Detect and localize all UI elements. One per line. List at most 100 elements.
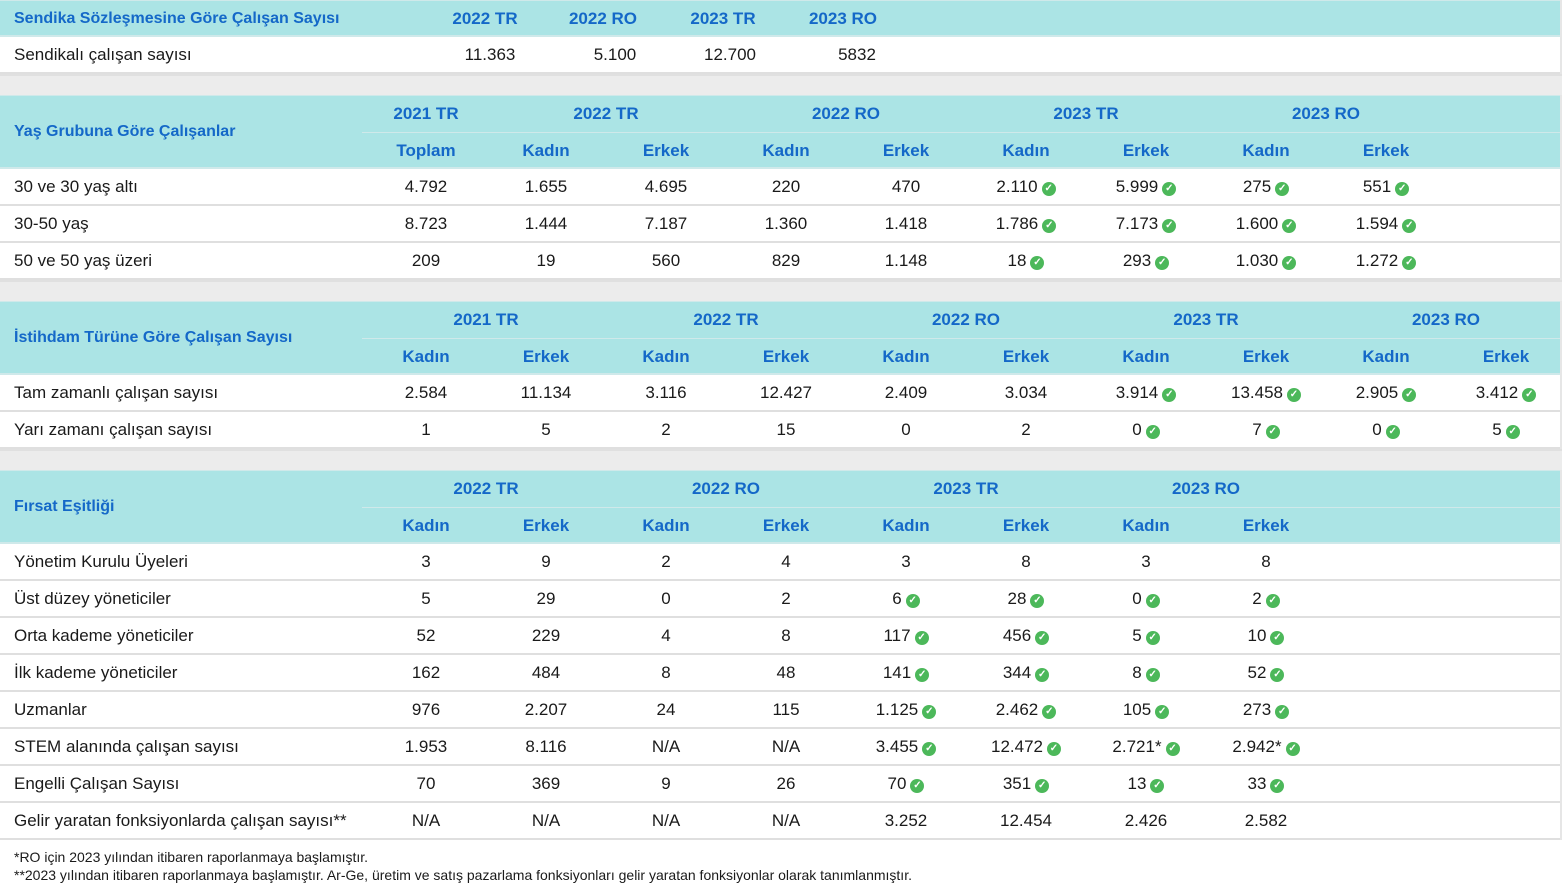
value-text: 1.600: [1235, 214, 1279, 233]
value-text: 4.792: [404, 177, 448, 196]
check-circle-icon: ✓: [1265, 425, 1280, 439]
value-text: 52: [1247, 663, 1267, 682]
check-circle-icon: ✓: [1145, 631, 1160, 645]
cell-value: 1.148: [846, 243, 966, 278]
cell-value: 7.173 ✓: [1086, 206, 1206, 241]
employment-title: İstihdam Türüne Göre Çalışan Sayısı: [14, 329, 293, 346]
union-title: Sendika Sözleşmesine Göre Çalışan Sayısı: [14, 10, 340, 27]
cell-value: 5 ✓: [1446, 412, 1564, 447]
cell-value: 2.110 ✓: [966, 169, 1086, 204]
value-text: 1.655: [524, 177, 568, 196]
value-text: 1.444: [524, 214, 568, 233]
value-text: 273: [1242, 700, 1272, 719]
check-circle-icon: ✓: [1522, 388, 1537, 402]
cell-value: 7 ✓: [1206, 412, 1326, 447]
value-text: 5.999: [1115, 177, 1159, 196]
cell-value: 1.953: [366, 729, 486, 764]
check-circle-icon: ✓: [1285, 742, 1300, 756]
cell-value: 12.700: [704, 45, 756, 64]
value-text: 8: [781, 626, 791, 645]
cell-value: 33 ✓: [1206, 766, 1326, 801]
check-circle-icon: ✓: [1035, 779, 1050, 793]
cell-value: 5: [366, 581, 486, 616]
value-text: 52: [416, 626, 436, 645]
row-label: Yönetim Kurulu Üyeleri: [14, 552, 188, 571]
value-text: 0: [901, 420, 911, 439]
cell-value: 12.427: [726, 375, 846, 410]
check-circle-icon: ✓: [1155, 256, 1170, 270]
cell-value: 8.116: [486, 729, 606, 764]
cell-value: 8.723: [366, 206, 486, 241]
sub-header: Erkek: [522, 347, 570, 366]
cell-value: 5: [486, 412, 606, 447]
sub-header: Erkek: [642, 141, 690, 160]
check-circle-icon: ✓: [1402, 256, 1417, 270]
sub-header: Erkek: [762, 516, 810, 535]
value-text: 2: [661, 552, 671, 571]
cell-value: 273 ✓: [1206, 692, 1326, 727]
sub-header: Erkek: [522, 516, 570, 535]
value-text: 33: [1247, 774, 1267, 793]
sub-header: Kadın: [402, 516, 450, 535]
sub-header: Erkek: [882, 141, 930, 160]
cell-value: 5.999 ✓: [1086, 169, 1206, 204]
cell-value: 2.942* ✓: [1206, 729, 1326, 764]
value-text: 3.412: [1475, 383, 1519, 402]
value-text: 1.418: [884, 214, 928, 233]
check-circle-icon: ✓: [905, 594, 920, 608]
cell-value: 11.134: [486, 375, 606, 410]
cell-value: 11.363: [464, 45, 516, 64]
check-circle-icon: ✓: [1165, 742, 1180, 756]
row-label: İlk kademe yöneticiler: [14, 663, 178, 682]
value-text: 48: [776, 663, 796, 682]
check-circle-icon: ✓: [1030, 256, 1045, 270]
age-header: Yaş Grubuna Göre Çalışanlar 2021 TR 2022 …: [0, 95, 1560, 169]
value-text: 484: [531, 663, 561, 682]
value-text: 117: [883, 626, 911, 645]
cell-value: 220: [726, 169, 846, 204]
value-text: 2.409: [884, 383, 928, 402]
cell-value: 275 ✓: [1206, 169, 1326, 204]
value-text: 369: [531, 774, 561, 793]
cell-value: 10 ✓: [1206, 618, 1326, 653]
sub-header: Erkek: [1002, 347, 1050, 366]
cell-value: 4.695: [606, 169, 726, 204]
cell-value: 344 ✓: [966, 655, 1086, 690]
cell-value: 3.116: [606, 375, 726, 410]
cell-value: 1.786 ✓: [966, 206, 1086, 241]
footnote: **2023 yılından itibaren raporlanmaya ba…: [14, 867, 912, 883]
value-text: 2.721*: [1112, 737, 1162, 756]
cell-value: 9: [606, 766, 726, 801]
value-text: 4: [661, 626, 671, 645]
cell-value: 70: [366, 766, 486, 801]
check-circle-icon: ✓: [1265, 594, 1280, 608]
group-header: 2021 TR: [393, 104, 459, 123]
check-circle-icon: ✓: [1041, 182, 1056, 196]
cell-value: 4: [606, 618, 726, 653]
check-circle-icon: ✓: [1047, 742, 1061, 756]
cell-value: 1.360: [726, 206, 846, 241]
value-text: 9: [541, 552, 551, 571]
section-gap: [0, 280, 1562, 301]
value-text: 2: [1021, 420, 1031, 439]
cell-value: 13.458 ✓: [1206, 375, 1326, 410]
cell-value: 115: [726, 692, 846, 727]
sub-header: Kadın: [762, 141, 810, 160]
group-header: 2022 TR: [573, 104, 639, 123]
col-header: 2023 TR: [690, 9, 756, 28]
value-text: 976: [411, 700, 441, 719]
value-text: 1.594: [1355, 214, 1399, 233]
cell-value: 7.187: [606, 206, 726, 241]
row-label: Engelli Çalışan Sayısı: [14, 774, 180, 793]
cell-value: 456 ✓: [966, 618, 1086, 653]
cell-value: N/A: [486, 803, 606, 838]
table-row: Üst düzey yöneticiler 5 29 0 2 6 ✓ 28 ✓ 0 ✓ 2 ✓: [0, 581, 1560, 618]
value-text: 209: [411, 251, 441, 270]
row-label: Gelir yaratan fonksiyonlarda çalışan say…: [14, 811, 347, 830]
cell-value: 470: [846, 169, 966, 204]
footnote: *RO için 2023 yılından itibaren raporlan…: [14, 849, 369, 865]
cell-value: 29: [486, 581, 606, 616]
value-text: 1.272: [1355, 251, 1399, 270]
check-circle-icon: ✓: [1162, 182, 1177, 196]
value-text: N/A: [531, 811, 561, 830]
